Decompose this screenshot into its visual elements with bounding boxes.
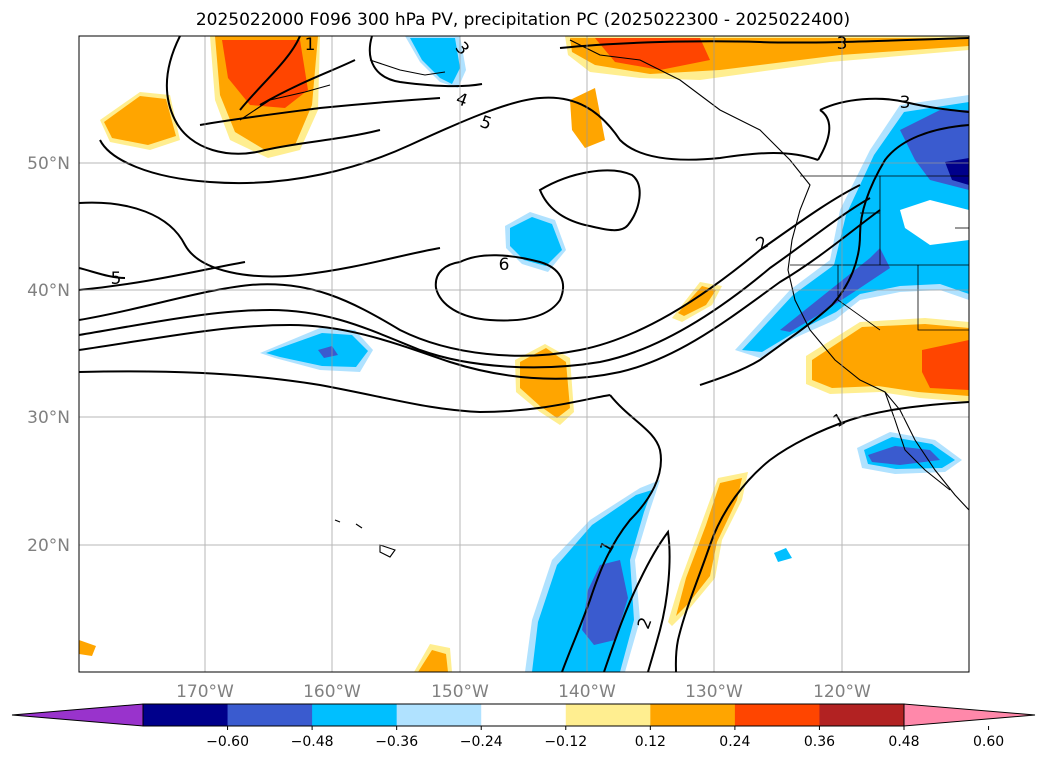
pv-label-5b: 5 (111, 269, 122, 289)
colorbar-tick-label: −0.48 (291, 734, 334, 750)
colorbar-segment (396, 704, 482, 726)
colorbar-tick-label: −0.36 (375, 734, 418, 750)
pv-label-6: 6 (499, 255, 510, 275)
colorbar-tick-label: 0.12 (635, 734, 666, 750)
colorbar-segment (650, 704, 736, 726)
colorbar-tick-label: 0.48 (888, 734, 919, 750)
colorbar-tick-label: −0.12 (544, 734, 587, 750)
coastlines (239, 39, 969, 558)
colorbar-tick-labels: −0.60 −0.48 −0.36 −0.24 −0.12 0.12 0.24 0.36 0.4… (206, 726, 1004, 750)
lat-tick-30n: 30°N (27, 408, 70, 428)
lon-tick-160w: 160°W (303, 682, 361, 702)
lat-tick-labels: 50°N 40°N 30°N 20°N (27, 154, 70, 556)
map-area: 1 1 1 2 2 3 3 3 4 5 5 6 (79, 35, 969, 672)
colorbar-segment (227, 704, 313, 726)
pv-label-1c: 1 (305, 35, 316, 55)
colorbar-extend-low (12, 704, 143, 726)
pv-contours (79, 36, 969, 672)
colorbar-segment (565, 704, 651, 726)
colorbar-segment (734, 704, 820, 726)
lon-tick-labels: 170°W 160°W 150°W 140°W 130°W 120°W (176, 682, 871, 702)
colorbar-tick-label: −0.60 (206, 734, 249, 750)
map-frame (78, 35, 970, 673)
colorbar: −0.60 −0.48 −0.36 −0.24 −0.12 0.12 0.24 0.36 0.4… (11, 703, 1036, 750)
colorbar-tick-label: −0.24 (460, 734, 503, 750)
lon-tick-130w: 130°W (685, 682, 743, 702)
colorbar-segments (12, 704, 1035, 726)
colorbar-segment (819, 704, 905, 726)
colorbar-segment (312, 704, 398, 726)
lat-tick-40n: 40°N (27, 281, 70, 301)
lon-tick-140w: 140°W (558, 682, 616, 702)
pv-label-3b: 3 (900, 93, 911, 113)
colorbar-tick-label: 0.36 (804, 734, 835, 750)
colorbar-segment (481, 704, 567, 726)
borders (790, 175, 969, 331)
gridlines (79, 36, 969, 672)
lon-tick-120w: 120°W (813, 682, 871, 702)
lat-tick-20n: 20°N (27, 536, 70, 556)
figure-title: 2025022000 F096 300 hPa PV, precipitatio… (196, 10, 850, 30)
colorbar-tick-label: 0.24 (719, 734, 750, 750)
lat-tick-50n: 50°N (27, 154, 70, 174)
lon-tick-150w: 150°W (431, 682, 489, 702)
lon-tick-170w: 170°W (176, 682, 234, 702)
colorbar-tick-label: 0.60 (973, 734, 1004, 750)
colorbar-extend-high (904, 704, 1035, 726)
colorbar-segment (143, 704, 229, 726)
